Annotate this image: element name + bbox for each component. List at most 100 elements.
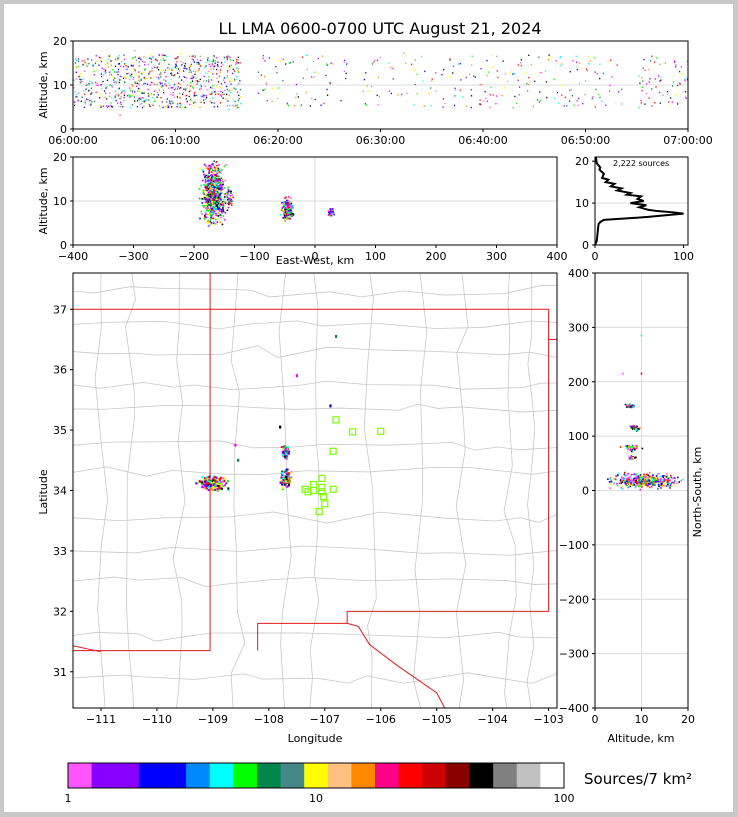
time-height-x-tick-label: 06:30:00 bbox=[356, 134, 405, 147]
time-height-source bbox=[175, 67, 177, 70]
plan-view-source bbox=[219, 487, 222, 490]
time-height-source bbox=[138, 60, 140, 63]
ew-height-source bbox=[212, 198, 215, 200]
ew-height-source bbox=[212, 222, 215, 224]
ns-height-source bbox=[633, 477, 636, 480]
ew-height-source bbox=[209, 189, 212, 192]
time-height-source bbox=[75, 65, 77, 68]
time-height-source bbox=[654, 102, 656, 104]
ew-height-source bbox=[211, 182, 214, 185]
ew-height-source bbox=[222, 203, 224, 206]
time-height-source bbox=[343, 70, 345, 72]
ew-height-source bbox=[285, 206, 288, 209]
time-height-source bbox=[90, 103, 92, 106]
time-height-source bbox=[99, 97, 101, 99]
time-height-source bbox=[486, 100, 489, 102]
ew-height-source bbox=[283, 201, 285, 203]
ew-height-source bbox=[227, 192, 229, 194]
time-height-source bbox=[177, 95, 179, 97]
ew-height-source bbox=[284, 208, 286, 211]
ew-height-source bbox=[291, 204, 294, 207]
ew-height-source bbox=[219, 205, 222, 207]
plan-view-source bbox=[285, 448, 288, 451]
time-height-source bbox=[184, 67, 186, 70]
plan-view-source bbox=[281, 486, 284, 489]
altitude-histogram-y-tick-label: 0 bbox=[582, 239, 589, 252]
time-height-source bbox=[119, 97, 121, 100]
ew-height-source bbox=[210, 167, 213, 169]
time-height-source bbox=[239, 88, 242, 91]
ew-height-source bbox=[286, 210, 289, 212]
ew-height-source bbox=[201, 198, 203, 200]
time-height-source bbox=[101, 75, 103, 78]
ns-height-source bbox=[626, 483, 629, 486]
ns-height-source bbox=[630, 450, 633, 453]
time-height-source bbox=[134, 50, 136, 52]
plan-view-source bbox=[286, 481, 289, 484]
ns-height-source bbox=[630, 482, 633, 484]
time-height-source bbox=[237, 67, 239, 70]
time-height-source bbox=[109, 84, 111, 86]
ew-height-source bbox=[215, 218, 217, 221]
time-height-source bbox=[138, 97, 140, 100]
ns-height-source bbox=[669, 479, 671, 482]
time-height-source bbox=[136, 99, 139, 102]
time-height-source bbox=[166, 98, 168, 100]
time-height-source bbox=[314, 98, 316, 101]
time-height-source bbox=[170, 78, 172, 81]
ew-height-source bbox=[208, 201, 211, 203]
plan-view-source bbox=[284, 456, 287, 459]
time-height-source bbox=[222, 97, 224, 99]
time-height-source bbox=[453, 104, 456, 107]
time-height-source bbox=[679, 84, 681, 86]
time-height-source bbox=[193, 105, 196, 107]
ew-height-source bbox=[217, 212, 220, 215]
time-height-source bbox=[179, 104, 182, 106]
time-height-source bbox=[211, 93, 213, 95]
time-height-source bbox=[132, 65, 134, 67]
ew-height-source bbox=[213, 190, 216, 193]
ew-height-source bbox=[212, 178, 215, 181]
time-height-source bbox=[237, 71, 240, 73]
time-height-source bbox=[142, 83, 145, 85]
time-height-source bbox=[132, 57, 134, 60]
colorbar-swatch bbox=[304, 763, 329, 788]
ew-height-source bbox=[283, 204, 285, 207]
time-height-source bbox=[169, 101, 171, 103]
time-height-source bbox=[519, 86, 521, 88]
ew-height-y-tick-label: 0 bbox=[60, 239, 67, 252]
ns-height-source bbox=[627, 404, 629, 407]
time-height-source bbox=[136, 85, 138, 88]
ew-height-xlabel: East-West, km bbox=[276, 254, 354, 267]
ew-height-source bbox=[210, 204, 212, 207]
ew-height-source bbox=[209, 166, 211, 168]
time-height-source bbox=[75, 78, 77, 80]
time-height-source bbox=[100, 59, 102, 62]
time-height-source bbox=[489, 94, 491, 96]
lma-station-marker bbox=[320, 492, 328, 501]
time-height-source bbox=[326, 88, 328, 91]
time-height-source bbox=[195, 77, 197, 79]
time-height-source bbox=[161, 69, 163, 71]
ew-height-source bbox=[216, 169, 219, 172]
time-height-source bbox=[156, 83, 158, 86]
ew-height-source bbox=[219, 169, 221, 172]
ew-height-source bbox=[224, 202, 227, 204]
plan-view-source bbox=[214, 480, 217, 483]
time-height-source bbox=[96, 82, 98, 85]
time-height-source bbox=[165, 85, 167, 87]
plan-view-source bbox=[279, 425, 282, 429]
time-height-source bbox=[405, 62, 407, 65]
ns-height-source bbox=[629, 406, 632, 408]
ew-height-source bbox=[284, 204, 286, 207]
time-height-source bbox=[340, 100, 342, 102]
ns-height-source bbox=[634, 486, 637, 489]
ew-height-source bbox=[205, 203, 208, 205]
ns-height-source bbox=[628, 405, 631, 407]
ew-height-source bbox=[206, 204, 208, 207]
ns-height-source bbox=[654, 484, 657, 487]
time-height-source bbox=[659, 76, 661, 78]
ns-height-source bbox=[628, 444, 630, 447]
time-height-source bbox=[80, 82, 82, 84]
time-height-source bbox=[87, 98, 89, 101]
